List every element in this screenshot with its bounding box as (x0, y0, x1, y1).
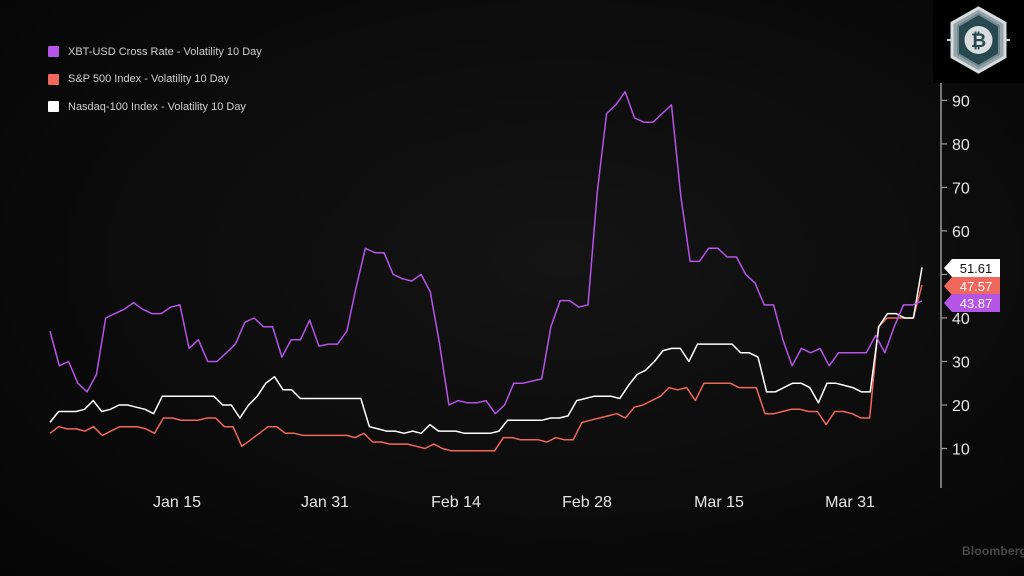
x-tick-label: Jan 31 (301, 494, 349, 511)
legend-swatch-ndx (48, 101, 59, 113)
legend-label-xbt: XBT-USD Cross Rate - Volatility 10 Day (68, 45, 262, 58)
y-tick-label: 10 (952, 441, 970, 458)
y-tick-label: 30 (952, 354, 970, 371)
x-tick-label: Feb 14 (431, 494, 481, 511)
value-tag-label: 51.61 (960, 261, 993, 276)
legend-item-xbt: XBT-USD Cross Rate - Volatility 10 Day (48, 38, 262, 66)
series-line-2 (49, 267, 923, 435)
legend-label-ndx: Nasdaq-100 Index - Volatility 10 Day (68, 100, 246, 113)
value-tag-1: 47.57 (944, 277, 1000, 295)
x-tick-label: Feb 28 (562, 494, 612, 511)
series-line-0 (49, 90, 923, 415)
watermark: Bloomberg (962, 544, 1024, 558)
bitcoin-icon: ₿ (947, 6, 1010, 74)
value-tag-bg (944, 294, 1000, 312)
last-value-tags: 51.61 47.57 43.87 (944, 259, 1000, 312)
value-tag-2: 51.61 (944, 259, 1000, 277)
value-tag-label: 43.87 (960, 296, 993, 311)
bitcoin-badge: ₿ (933, 0, 1024, 83)
x-tick-label: Mar 15 (694, 494, 744, 511)
value-tag-label: 47.57 (960, 279, 993, 294)
y-tick-label: 40 (952, 311, 970, 328)
legend-item-spx: S&P 500 Index - Volatility 10 Day (48, 66, 262, 94)
x-tick-label: Jan 15 (153, 494, 201, 511)
legend-label-spx: S&P 500 Index - Volatility 10 Day (68, 73, 230, 86)
y-tick-label: 80 (952, 137, 970, 154)
legend-swatch-spx (48, 73, 59, 85)
value-tag-bg (944, 259, 1000, 277)
y-tick-label: 70 (952, 180, 970, 197)
series-layer (49, 90, 923, 452)
legend: XBT-USD Cross Rate - Volatility 10 Day S… (48, 38, 262, 121)
legend-swatch-xbt (48, 46, 59, 58)
value-tag-bg (944, 277, 1000, 295)
legend-item-ndx: Nasdaq-100 Index - Volatility 10 Day (48, 93, 262, 121)
x-axis-ticks: Jan 15 Jan 31 Feb 14 Feb 28 Mar 15 Mar 31 (153, 494, 875, 511)
y-tick-label: 60 (952, 224, 970, 241)
y-tick-label: 20 (952, 398, 970, 415)
y-tick-label: 90 (952, 93, 970, 110)
svg-text:₿: ₿ (971, 31, 986, 52)
x-tick-label: Mar 31 (825, 494, 875, 511)
value-tag-0: 43.87 (944, 294, 1000, 312)
series-line-1 (49, 284, 923, 452)
